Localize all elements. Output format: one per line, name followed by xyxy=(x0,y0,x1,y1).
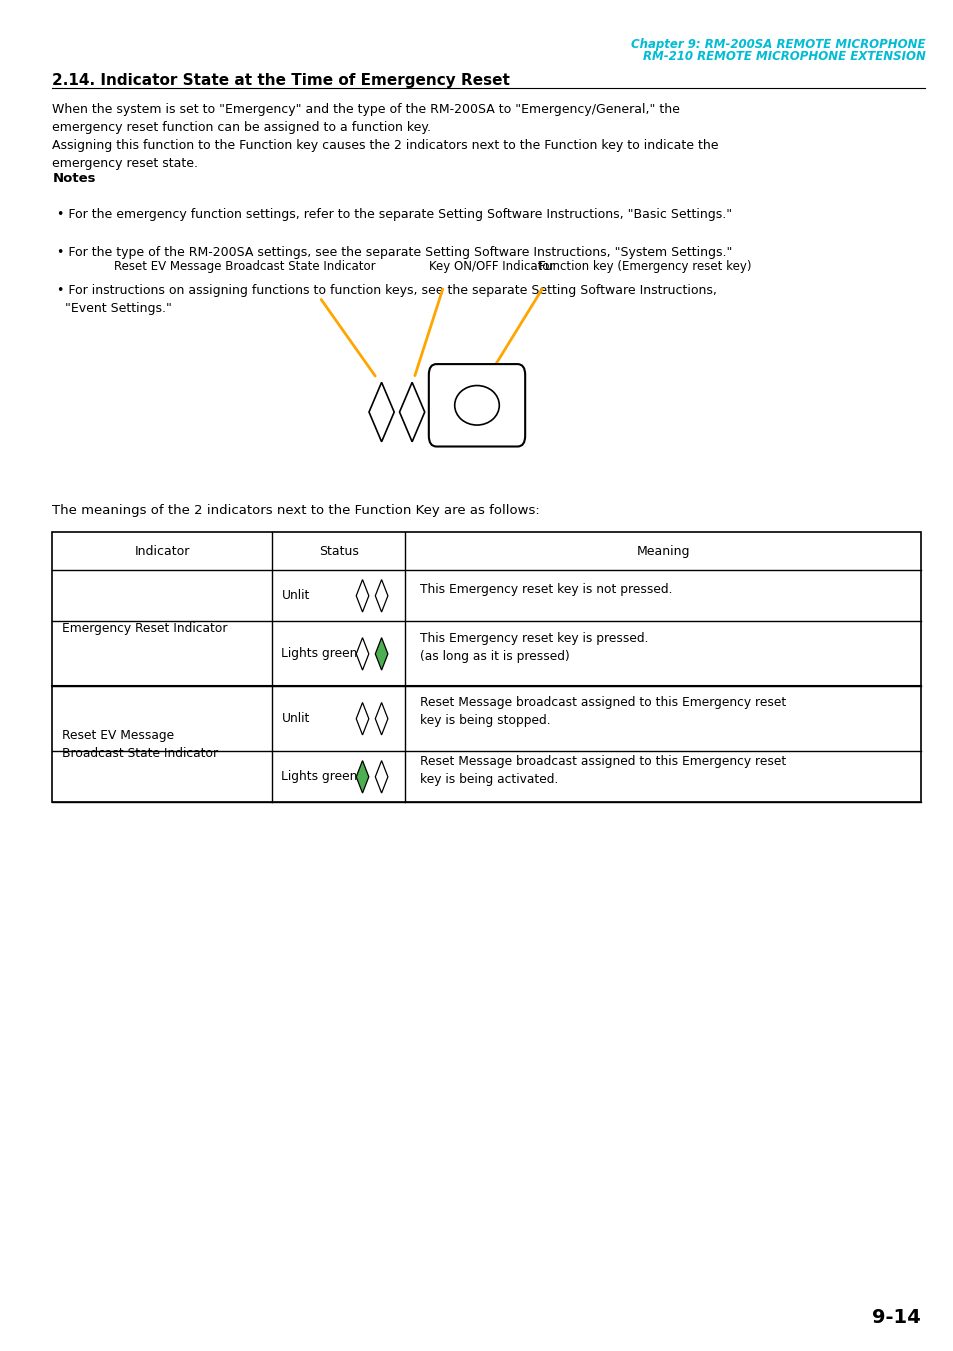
Text: 2.14. Indicator State at the Time of Emergency Reset: 2.14. Indicator State at the Time of Eme… xyxy=(52,73,510,88)
Text: • For the emergency function settings, refer to the separate Setting Software In: • For the emergency function settings, r… xyxy=(57,208,732,222)
Text: • For instructions on assigning functions to function keys, see the separate Set: • For instructions on assigning function… xyxy=(57,284,717,315)
Polygon shape xyxy=(375,580,388,612)
Text: Notes: Notes xyxy=(52,172,96,185)
Text: When the system is set to "Emergency" and the type of the RM-200SA to "Emergency: When the system is set to "Emergency" an… xyxy=(52,103,719,170)
Text: Meaning: Meaning xyxy=(636,544,689,558)
FancyBboxPatch shape xyxy=(429,365,524,446)
Text: RM-210 REMOTE MICROPHONE EXTENSION: RM-210 REMOTE MICROPHONE EXTENSION xyxy=(641,50,924,63)
Polygon shape xyxy=(355,703,369,735)
Text: This Emergency reset key is not pressed.: This Emergency reset key is not pressed. xyxy=(419,582,672,596)
Text: Unlit: Unlit xyxy=(281,712,310,725)
Text: This Emergency reset key is pressed.
(as long as it is pressed): This Emergency reset key is pressed. (as… xyxy=(419,632,648,662)
Text: Indicator: Indicator xyxy=(134,544,190,558)
Polygon shape xyxy=(375,638,388,670)
Text: Lights green: Lights green xyxy=(281,770,357,784)
Text: Function key (Emergency reset key): Function key (Emergency reset key) xyxy=(538,259,751,273)
Text: Reset EV Message Broadcast State Indicator: Reset EV Message Broadcast State Indicat… xyxy=(114,259,375,273)
Text: Status: Status xyxy=(318,544,358,558)
Text: 9-14: 9-14 xyxy=(871,1308,920,1327)
Text: Lights green: Lights green xyxy=(281,647,357,661)
Text: • For the type of the RM-200SA settings, see the separate Setting Software Instr: • For the type of the RM-200SA settings,… xyxy=(57,246,732,259)
Text: The meanings of the 2 indicators next to the Function Key are as follows:: The meanings of the 2 indicators next to… xyxy=(52,504,539,517)
Text: Reset Message broadcast assigned to this Emergency reset
key is being stopped.: Reset Message broadcast assigned to this… xyxy=(419,697,785,727)
Bar xyxy=(52,532,920,802)
Text: Key ON/OFF Indicator: Key ON/OFF Indicator xyxy=(429,259,555,273)
Text: Unlit: Unlit xyxy=(281,589,310,603)
Polygon shape xyxy=(355,638,369,670)
Polygon shape xyxy=(355,580,369,612)
Text: Reset EV Message
Broadcast State Indicator: Reset EV Message Broadcast State Indicat… xyxy=(62,730,218,759)
Text: Emergency Reset Indicator: Emergency Reset Indicator xyxy=(62,621,227,635)
Polygon shape xyxy=(369,382,394,442)
Text: Chapter 9: RM-200SA REMOTE MICROPHONE: Chapter 9: RM-200SA REMOTE MICROPHONE xyxy=(630,38,924,51)
Ellipse shape xyxy=(455,385,498,426)
Polygon shape xyxy=(399,382,424,442)
Polygon shape xyxy=(375,761,388,793)
Text: Reset Message broadcast assigned to this Emergency reset
key is being activated.: Reset Message broadcast assigned to this… xyxy=(419,755,785,785)
Polygon shape xyxy=(375,703,388,735)
Polygon shape xyxy=(355,761,369,793)
